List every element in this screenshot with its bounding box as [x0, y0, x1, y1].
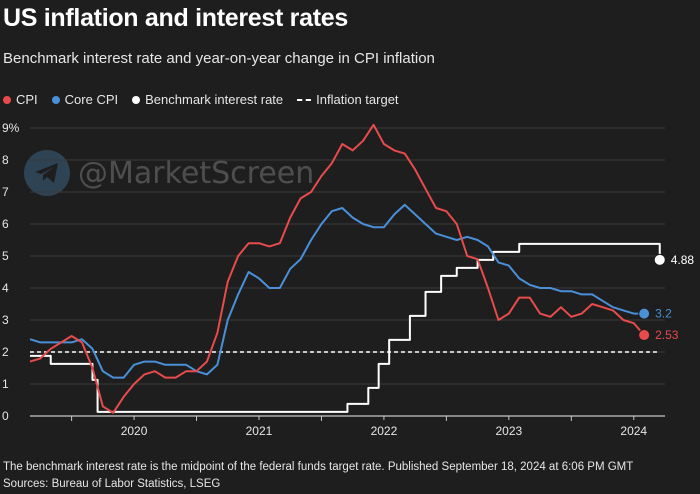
x-tick-labels: 2020 2021 2022 2023 2024 [121, 424, 648, 438]
line-chart: 0 1 2 3 4 5 6 7 8 9% 2020 2021 2022 2023 2024 4.88 3.2… [2, 121, 695, 438]
watermark-text: @MarketScreen [78, 155, 315, 191]
y-tick-label: 7 [2, 185, 9, 199]
series-line-rate [30, 242, 661, 413]
x-tick-label: 2024 [620, 424, 647, 438]
legend-item-core-cpi: Core CPI [51, 92, 119, 107]
footnote-sources: Sources: Bureau of Labor Statistics, LSE… [3, 478, 221, 490]
y-tick-label: 4 [2, 281, 9, 295]
end-marker-rate [653, 253, 666, 266]
x-tick-label: 2020 [121, 424, 148, 438]
legend-swatch-benchmark-rate [132, 95, 141, 104]
y-tick-label: 0 [2, 409, 9, 423]
telegram-icon [24, 150, 70, 196]
watermark: @MarketScreen [24, 150, 314, 196]
y-tick-label: 5 [2, 249, 9, 263]
x-tick-label: 2021 [246, 424, 273, 438]
y-tick-label: 8 [2, 153, 9, 167]
series-lines [29, 123, 661, 414]
y-tick-labels: 0 1 2 3 4 5 6 7 8 9% [2, 121, 20, 423]
series-end-markers: 4.88 3.2 2.53 [638, 253, 695, 342]
chart-subtitle: Benchmark interest rate and year-on-year… [3, 50, 435, 67]
x-tick-label: 2022 [371, 424, 398, 438]
series-line-core [29, 203, 645, 379]
series-line-cpi [29, 123, 645, 414]
y-tick-label: 6 [2, 217, 9, 231]
end-marker-cpi [638, 329, 651, 342]
legend-label-core-cpi: Core CPI [64, 92, 119, 107]
legend-label-benchmark-rate: Benchmark interest rate [145, 92, 284, 107]
footnote: The benchmark interest rate is the midpo… [3, 459, 633, 493]
legend-label-cpi: CPI [16, 92, 38, 107]
legend: CPI Core CPI Benchmark interest rate Inf… [3, 92, 399, 107]
end-marker-core [638, 307, 651, 320]
legend-item-inflation-target: Inflation target [297, 92, 399, 107]
end-label-core: 3.2 [655, 307, 672, 321]
legend-swatch-cpi [3, 95, 11, 104]
gridlines [30, 127, 665, 421]
end-label-cpi: 2.53 [655, 328, 679, 342]
footnote-note: The benchmark interest rate is the midpo… [3, 461, 634, 473]
chart-title: US inflation and interest rates [3, 4, 348, 32]
y-tick-label: 9% [2, 121, 20, 135]
y-tick-label: 2 [2, 345, 9, 359]
legend-item-benchmark-rate: Benchmark interest rate [132, 92, 283, 107]
y-tick-label: 3 [2, 313, 9, 327]
legend-item-cpi: CPI [3, 92, 38, 107]
y-tick-label: 1 [2, 377, 9, 391]
legend-swatch-core-cpi [51, 95, 60, 104]
end-label-rate: 4.88 [671, 253, 695, 267]
legend-label-inflation-target: Inflation target [316, 92, 399, 107]
legend-swatch-inflation-target [297, 98, 312, 101]
x-tick-label: 2023 [495, 424, 522, 438]
